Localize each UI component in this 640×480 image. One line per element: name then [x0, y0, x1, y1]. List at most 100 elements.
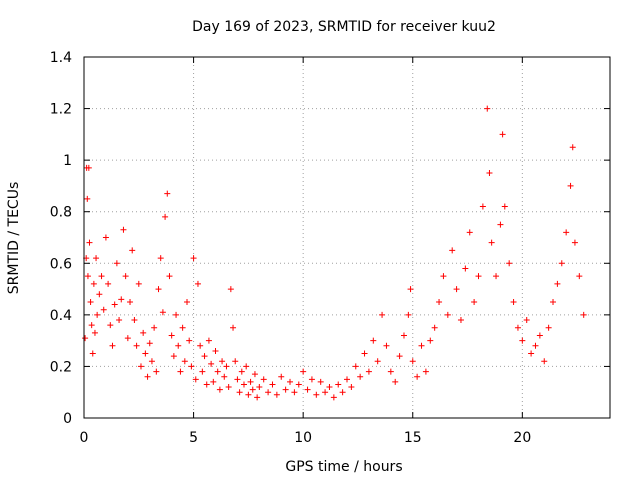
- data-point: [170, 353, 177, 360]
- chart-title: Day 169 of 2023, SRMTID for receiver kuu…: [192, 19, 496, 35]
- data-point: [243, 363, 250, 370]
- data-point: [122, 273, 129, 280]
- data-point: [157, 255, 164, 262]
- data-point: [98, 273, 105, 280]
- data-point: [436, 298, 443, 305]
- data-point: [201, 353, 208, 360]
- data-point: [240, 381, 247, 388]
- data-point: [181, 358, 188, 365]
- data-point: [488, 239, 495, 246]
- data-point: [348, 384, 355, 391]
- data-point: [236, 389, 243, 396]
- data-point: [308, 376, 315, 383]
- y-tick-label: 0.4: [50, 308, 72, 324]
- data-point: [219, 358, 226, 365]
- data-point: [94, 311, 101, 318]
- data-point: [116, 317, 123, 324]
- data-point: [194, 280, 201, 287]
- data-point: [86, 239, 93, 246]
- data-point: [82, 335, 89, 342]
- data-point: [523, 317, 530, 324]
- data-point: [383, 342, 390, 349]
- data-point: [580, 311, 587, 318]
- data-point: [335, 381, 342, 388]
- data-point: [462, 265, 469, 272]
- data-point: [576, 273, 583, 280]
- data-point: [326, 384, 333, 391]
- data-point: [105, 280, 112, 287]
- data-point: [232, 358, 239, 365]
- data-point: [541, 358, 548, 365]
- data-point: [89, 350, 96, 357]
- data-point: [414, 373, 421, 380]
- data-point: [550, 298, 557, 305]
- data-point: [210, 378, 217, 385]
- data-point: [295, 381, 302, 388]
- data-point: [124, 335, 131, 342]
- data-point: [137, 363, 144, 370]
- data-point: [317, 378, 324, 385]
- data-point: [501, 203, 508, 210]
- data-point: [245, 391, 252, 398]
- y-tick-label: 0.6: [50, 256, 72, 272]
- data-point: [282, 386, 289, 393]
- axis-ticks: 0 5 10 15 20 0 0.2 0.4 0.6 0.8 1 1.2 1.4: [50, 50, 610, 446]
- data-point: [304, 386, 311, 393]
- data-point: [273, 391, 280, 398]
- x-tick-label: 15: [404, 430, 422, 446]
- data-point: [392, 378, 399, 385]
- data-point: [287, 378, 294, 385]
- data-point: [199, 368, 206, 375]
- data-point: [109, 342, 116, 349]
- data-point: [506, 260, 513, 267]
- y-tick-label: 0: [63, 411, 72, 427]
- data-point: [127, 298, 134, 305]
- data-point: [140, 329, 147, 336]
- data-point: [486, 170, 493, 177]
- data-point: [87, 298, 94, 305]
- data-point: [227, 286, 234, 293]
- data-point: [90, 280, 97, 287]
- data-point: [407, 286, 414, 293]
- data-point: [365, 368, 372, 375]
- data-point: [111, 301, 118, 308]
- data-point: [120, 226, 127, 233]
- data-point: [238, 368, 245, 375]
- data-point: [571, 239, 578, 246]
- data-point: [569, 144, 576, 151]
- data-point: [457, 317, 464, 324]
- data-point: [379, 311, 386, 318]
- data-point: [484, 105, 491, 112]
- data-point: [339, 389, 346, 396]
- data-point: [184, 298, 191, 305]
- data-point: [431, 324, 438, 331]
- data-point: [479, 203, 486, 210]
- grid-lines: [84, 57, 610, 418]
- data-point: [453, 286, 460, 293]
- data-point: [344, 376, 350, 383]
- data-point: [155, 286, 162, 293]
- data-point: [265, 389, 272, 396]
- data-point: [497, 221, 504, 228]
- data-point: [188, 363, 195, 370]
- data-point: [192, 376, 199, 383]
- data-point: [418, 342, 425, 349]
- data-point: [234, 376, 241, 383]
- data-point: [85, 164, 92, 171]
- data-point: [133, 342, 140, 349]
- data-point: [131, 317, 138, 324]
- data-point: [532, 342, 539, 349]
- data-point: [153, 368, 160, 375]
- data-point: [164, 190, 171, 197]
- data-point: [173, 311, 180, 318]
- data-point: [278, 373, 285, 380]
- data-point: [151, 324, 158, 331]
- data-point: [214, 368, 221, 375]
- data-point: [166, 273, 173, 280]
- y-axis-label: SRMTID / TECUs: [6, 182, 22, 295]
- data-point: [135, 280, 142, 287]
- data-point: [208, 360, 215, 367]
- data-point: [177, 368, 184, 375]
- data-point: [387, 368, 394, 375]
